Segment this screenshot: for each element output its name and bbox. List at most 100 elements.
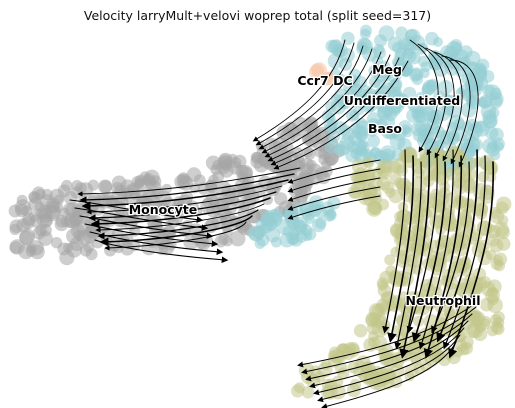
velocity-streamline bbox=[411, 161, 447, 343]
velocity-streamline bbox=[94, 239, 229, 264]
cell-point bbox=[299, 204, 314, 219]
cell-point bbox=[350, 122, 362, 134]
cell-point bbox=[9, 239, 25, 255]
velocity-streamline bbox=[394, 161, 422, 350]
cell-point bbox=[347, 361, 360, 374]
cell-point bbox=[368, 64, 381, 77]
velocity-streamline bbox=[90, 197, 271, 229]
cell-point bbox=[325, 101, 337, 113]
cell-point bbox=[483, 160, 499, 176]
cell-point bbox=[381, 292, 393, 303]
cell-points bbox=[8, 24, 512, 400]
cell-point bbox=[470, 310, 486, 327]
cell-point bbox=[229, 230, 246, 247]
cell-point bbox=[384, 254, 396, 266]
cell-point bbox=[438, 353, 451, 367]
velocity-streamline bbox=[264, 51, 382, 158]
cell-point bbox=[464, 136, 481, 153]
cell-point bbox=[402, 48, 415, 60]
velocity-streamline bbox=[409, 39, 439, 153]
cell-point bbox=[479, 297, 494, 312]
velocity-streamline bbox=[418, 149, 454, 350]
cell-point bbox=[353, 324, 368, 338]
cell-point bbox=[389, 173, 402, 186]
cell-point bbox=[35, 188, 46, 200]
velocity-streamline bbox=[387, 155, 415, 343]
velocity-streamline bbox=[267, 54, 391, 162]
cell-point bbox=[30, 244, 45, 260]
velocity-streamline bbox=[273, 60, 409, 170]
cell-point bbox=[317, 362, 333, 378]
cell-point bbox=[61, 179, 73, 192]
cell-point bbox=[218, 156, 231, 169]
cluster-label-ccr7-dc: Ccr7 DC bbox=[297, 73, 352, 88]
cell-point bbox=[99, 180, 113, 194]
cell-point bbox=[279, 155, 291, 167]
velocity-streamline bbox=[287, 195, 381, 220]
cell-point bbox=[377, 198, 389, 211]
cell-point bbox=[367, 134, 380, 148]
cell-point bbox=[485, 126, 499, 140]
cell-point bbox=[457, 343, 470, 356]
cell-point bbox=[490, 258, 503, 271]
velocity-streamline bbox=[425, 47, 455, 159]
cell-point bbox=[496, 196, 512, 212]
velocity-streamline bbox=[287, 177, 381, 202]
cell-point bbox=[497, 214, 509, 226]
cell-point bbox=[388, 104, 401, 117]
velocity-streamline bbox=[431, 161, 470, 334]
cell-point bbox=[222, 236, 233, 247]
cell-point bbox=[378, 165, 391, 177]
velocity-streamline bbox=[74, 207, 209, 231]
cell-point bbox=[478, 276, 492, 289]
cell-point bbox=[186, 167, 202, 182]
cell-point bbox=[487, 286, 499, 298]
cell-point bbox=[276, 125, 292, 140]
cluster-label-neutrophil: Neutrophil bbox=[406, 293, 481, 308]
velocity-streamline bbox=[79, 215, 214, 239]
cell-point bbox=[391, 86, 402, 98]
cell-point bbox=[475, 208, 488, 220]
velocity-streamline bbox=[297, 299, 481, 368]
cell-point bbox=[111, 175, 127, 191]
cell-point bbox=[361, 148, 373, 160]
cell-point bbox=[378, 343, 394, 359]
cell-point bbox=[35, 224, 48, 237]
cell-point bbox=[368, 336, 381, 349]
cell-point bbox=[452, 298, 463, 310]
cell-point bbox=[477, 250, 493, 266]
cell-point bbox=[402, 35, 417, 51]
cell-point bbox=[274, 192, 288, 206]
velocity-streamline bbox=[441, 55, 471, 165]
cell-point bbox=[360, 28, 371, 40]
cell-point bbox=[241, 184, 256, 199]
cell-point bbox=[161, 229, 175, 243]
cell-point bbox=[345, 148, 359, 163]
velocity-streamline bbox=[382, 149, 406, 334]
cell-point bbox=[333, 143, 347, 157]
cell-point bbox=[388, 189, 403, 204]
velocity-streamline bbox=[88, 191, 277, 222]
cell-point bbox=[372, 371, 388, 388]
cluster-label-monocyte: Monocyte bbox=[129, 202, 198, 217]
cell-point bbox=[493, 141, 504, 152]
cell-point bbox=[465, 50, 481, 67]
cell-point bbox=[39, 214, 54, 228]
cell-point bbox=[415, 94, 430, 110]
cell-point bbox=[262, 194, 274, 205]
velocity-streamline bbox=[99, 215, 253, 247]
cell-point bbox=[417, 55, 430, 68]
cell-point bbox=[390, 158, 407, 175]
cell-point bbox=[412, 128, 427, 142]
cell-point bbox=[142, 188, 157, 203]
cell-point bbox=[63, 202, 77, 216]
cell-point bbox=[397, 201, 409, 213]
cell-point bbox=[121, 187, 133, 199]
cell-point bbox=[377, 85, 392, 99]
velocity-streamline bbox=[69, 199, 204, 223]
cell-point bbox=[288, 229, 300, 241]
cell-point bbox=[426, 80, 438, 92]
velocity-streamline bbox=[81, 179, 289, 211]
cell-point bbox=[294, 382, 305, 394]
cell-point bbox=[396, 253, 411, 268]
